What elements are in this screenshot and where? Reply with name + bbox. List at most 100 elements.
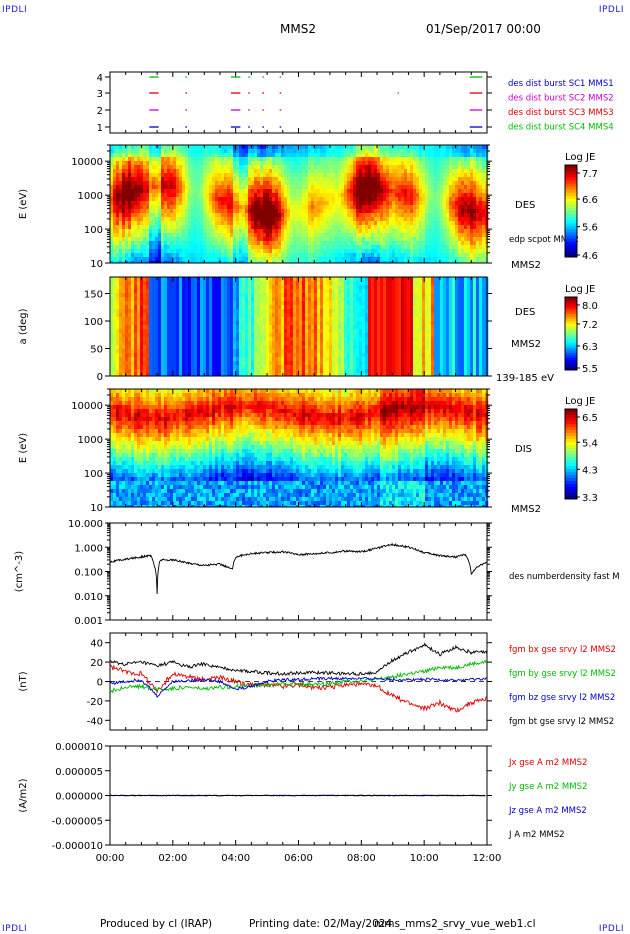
des-energy-cell (242, 237, 246, 242)
des-energy-cell (167, 201, 171, 206)
des-energy-cell (269, 201, 273, 206)
des-pitch-cell (188, 353, 192, 358)
des-energy-cell (425, 169, 429, 174)
des-energy-cell (419, 173, 423, 178)
des-pitch-cell (170, 353, 174, 358)
des-energy-cell (149, 229, 153, 234)
des-pitch-cell (125, 285, 129, 290)
des-energy-cell (110, 177, 114, 182)
des-energy-cell (269, 205, 273, 210)
des-energy-cell (278, 257, 282, 262)
des-energy-cell (416, 217, 420, 222)
des-energy-cell (329, 257, 333, 262)
des-energy-cell (239, 205, 243, 210)
des-energy-cell (242, 205, 246, 210)
des-energy-cell (293, 257, 297, 262)
des-energy-cell (446, 181, 450, 186)
des-energy-cell (287, 213, 291, 218)
des-energy-cell (221, 213, 225, 218)
des-pitch-cell (146, 337, 150, 342)
des-energy-cell (398, 205, 402, 210)
des-energy-cell (122, 145, 126, 150)
des-energy-cell (398, 165, 402, 170)
des-energy-cell (383, 165, 387, 170)
des-energy-cell (275, 229, 279, 234)
des-energy-cell (197, 173, 201, 178)
des-pitch-cell (191, 353, 195, 358)
des-energy-cell (281, 181, 285, 186)
des-pitch-cell (221, 321, 225, 326)
des-energy-cell (254, 245, 258, 250)
des-energy-cell (116, 173, 120, 178)
des-energy-cell (215, 225, 219, 230)
des-energy-cell (185, 245, 189, 250)
des-energy-cell (335, 205, 339, 210)
des-energy-cell (137, 229, 141, 234)
des-pitch-cell (197, 337, 201, 342)
des-energy-cell (350, 185, 354, 190)
des-energy-cell (122, 153, 126, 158)
des-energy-cell (359, 161, 363, 166)
des-energy-cell (146, 233, 150, 238)
des-pitch-cell (188, 365, 192, 370)
des-energy-cell (200, 225, 204, 230)
des-pitch-cell (164, 321, 168, 326)
des-energy-cell (350, 261, 354, 264)
des-pitch-cell (182, 321, 186, 326)
des-energy-cell (230, 249, 234, 254)
des-energy-cell (275, 193, 279, 198)
des-energy-cell (227, 233, 231, 238)
des-energy-cell (137, 261, 141, 264)
des-energy-cell (194, 253, 198, 258)
des-energy-cell (197, 157, 201, 162)
des-pitch-cell (224, 297, 228, 302)
des-pitch-cell (167, 357, 171, 362)
des-pitch-cell (215, 357, 219, 362)
des-energy-cell (119, 193, 123, 198)
des-energy-cell (359, 197, 363, 202)
des-energy-cell (221, 165, 225, 170)
des-pitch-cell (203, 305, 207, 310)
des-energy-cell (320, 241, 324, 246)
des-energy-cell (143, 177, 147, 182)
des-energy-cell (389, 161, 393, 166)
des-pitch-cell (155, 361, 159, 366)
des-energy-cell (152, 225, 156, 230)
des-energy-colorbar-cell (565, 186, 577, 190)
des-energy-cell (131, 253, 135, 258)
des-energy-cell (146, 221, 150, 226)
des-energy-cell (284, 257, 288, 262)
des-energy-cell (338, 257, 342, 262)
des-energy-cell (467, 149, 471, 154)
des-pitch-cell (197, 285, 201, 290)
des-pitch-cell (161, 281, 165, 286)
des-pitch-cell (176, 281, 180, 286)
des-energy-cell (350, 233, 354, 238)
des-energy-cell (413, 201, 417, 206)
des-energy-cell (185, 193, 189, 198)
des-energy-cell (425, 193, 429, 198)
des-energy-cell (170, 145, 174, 150)
des-pitch-cell (203, 349, 207, 354)
des-pitch-cell (215, 341, 219, 346)
des-energy-cell (344, 213, 348, 218)
des-energy-cell (248, 217, 252, 222)
des-pitch-cell (170, 361, 174, 366)
des-energy-cell (197, 205, 201, 210)
des-energy-cell (263, 209, 267, 214)
des-energy-cell (221, 245, 225, 250)
des-energy-cell (113, 213, 117, 218)
des-energy-cell (473, 185, 477, 190)
des-pitch-cell (161, 373, 165, 377)
des-energy-cell (371, 201, 375, 206)
des-energy-cell (365, 233, 369, 238)
des-energy-cell (422, 201, 426, 206)
des-energy-cell (473, 253, 477, 258)
des-pitch-cell (146, 309, 150, 314)
des-pitch-cell (119, 289, 123, 294)
des-pitch-cell (155, 309, 159, 314)
des-energy-cell (164, 233, 168, 238)
des-energy-cell (239, 221, 243, 226)
des-pitch-cell (164, 341, 168, 346)
des-energy-cell (212, 173, 216, 178)
